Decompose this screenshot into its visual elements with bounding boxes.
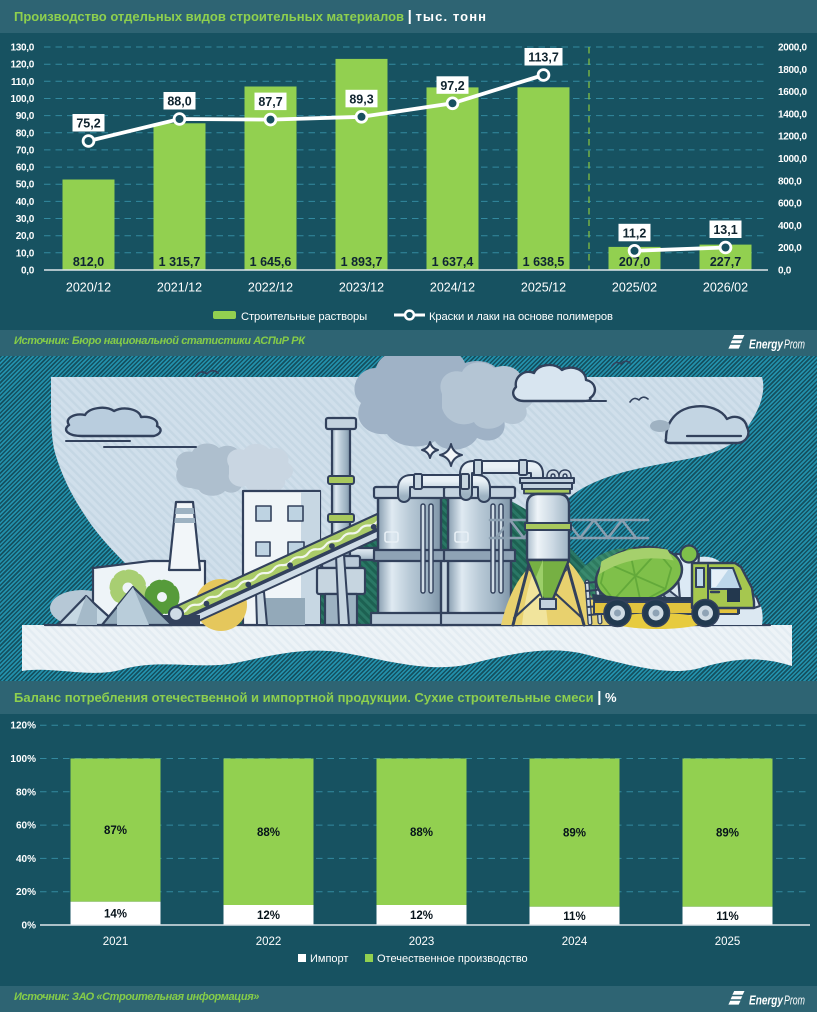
svg-text:Prom: Prom [784, 337, 805, 352]
svg-text:130,0: 130,0 [10, 43, 34, 54]
svg-text:2026/02: 2026/02 [703, 281, 748, 295]
svg-text:200,0: 200,0 [778, 243, 802, 254]
svg-text:2023/12: 2023/12 [339, 281, 384, 295]
svg-text:11,2: 11,2 [623, 226, 647, 240]
svg-text:1600,0: 1600,0 [778, 87, 808, 98]
svg-text:100,0: 100,0 [10, 94, 34, 105]
svg-text:40,0: 40,0 [16, 197, 35, 208]
svg-text:97,2: 97,2 [440, 79, 464, 93]
svg-text:1 893,7: 1 893,7 [341, 255, 383, 269]
svg-text:Импорт: Импорт [310, 953, 348, 965]
svg-text:113,7: 113,7 [528, 51, 559, 65]
svg-text:Отечественное производство: Отечественное производство [377, 953, 528, 965]
svg-text:2022/12: 2022/12 [248, 281, 293, 295]
svg-text:Energy: Energy [749, 993, 784, 1008]
svg-text:120,0: 120,0 [10, 60, 34, 71]
svg-text:1200,0: 1200,0 [778, 132, 808, 143]
svg-text:110,0: 110,0 [11, 77, 35, 88]
svg-text:Prom: Prom [784, 993, 805, 1008]
svg-text:60%: 60% [16, 821, 36, 832]
svg-text:1 645,6: 1 645,6 [250, 255, 292, 269]
svg-text:1 638,5: 1 638,5 [523, 255, 565, 269]
svg-text:70,0: 70,0 [16, 145, 35, 156]
svg-text:0,0: 0,0 [778, 266, 792, 277]
svg-text:0%: 0% [22, 921, 37, 932]
svg-text:2000,0: 2000,0 [778, 43, 808, 54]
svg-text:227,7: 227,7 [710, 255, 741, 269]
svg-text:Energy: Energy [749, 337, 784, 352]
svg-text:Строительные растворы: Строительные растворы [241, 311, 367, 323]
svg-text:11%: 11% [716, 911, 738, 923]
svg-text:88%: 88% [410, 827, 433, 839]
svg-text:2025: 2025 [715, 936, 741, 948]
svg-text:800,0: 800,0 [778, 176, 802, 187]
svg-text:87,7: 87,7 [258, 95, 282, 109]
svg-text:0,0: 0,0 [21, 266, 35, 277]
svg-text:30,0: 30,0 [16, 214, 35, 225]
svg-text:88%: 88% [257, 827, 280, 839]
svg-text:1800,0: 1800,0 [778, 65, 808, 76]
svg-text:400,0: 400,0 [778, 221, 802, 232]
svg-text:1400,0: 1400,0 [778, 109, 808, 120]
svg-text:2021: 2021 [103, 936, 129, 948]
svg-text:89,3: 89,3 [349, 92, 373, 106]
svg-text:2024: 2024 [562, 936, 588, 948]
svg-text:1 315,7: 1 315,7 [159, 255, 201, 269]
svg-text:2021/12: 2021/12 [157, 281, 202, 295]
svg-text:50,0: 50,0 [16, 180, 35, 191]
svg-text:600,0: 600,0 [778, 199, 802, 210]
svg-text:12%: 12% [410, 910, 433, 922]
svg-text:10,0: 10,0 [16, 248, 35, 259]
svg-text:2025/12: 2025/12 [521, 281, 566, 295]
svg-text:13,1: 13,1 [713, 223, 737, 237]
svg-text:2025/02: 2025/02 [612, 281, 657, 295]
svg-text:90,0: 90,0 [16, 111, 35, 122]
svg-text:2022: 2022 [256, 936, 282, 948]
svg-text:20,0: 20,0 [16, 231, 35, 242]
svg-text:11%: 11% [563, 911, 585, 923]
svg-text:60,0: 60,0 [16, 163, 35, 174]
svg-text:Краски и лаки на основе полиме: Краски и лаки на основе полимеров [429, 311, 613, 323]
svg-text:12%: 12% [257, 910, 280, 922]
svg-text:207,0: 207,0 [619, 255, 650, 269]
svg-text:2020/12: 2020/12 [66, 281, 111, 295]
svg-text:87%: 87% [104, 825, 127, 837]
svg-text:1 637,4: 1 637,4 [432, 255, 474, 269]
svg-text:89%: 89% [716, 828, 739, 840]
svg-text:75,2: 75,2 [76, 117, 100, 131]
svg-text:2023: 2023 [409, 936, 435, 948]
svg-text:88,0: 88,0 [167, 95, 191, 109]
svg-text:14%: 14% [104, 908, 127, 920]
svg-text:40%: 40% [16, 854, 36, 865]
svg-text:812,0: 812,0 [73, 255, 104, 269]
svg-text:2024/12: 2024/12 [430, 281, 475, 295]
svg-text:100%: 100% [10, 754, 36, 765]
svg-text:80,0: 80,0 [16, 128, 35, 139]
svg-text:89%: 89% [563, 828, 586, 840]
svg-text:120%: 120% [10, 721, 36, 732]
svg-text:1000,0: 1000,0 [778, 154, 808, 165]
svg-text:20%: 20% [16, 887, 36, 898]
svg-text:80%: 80% [16, 787, 36, 798]
